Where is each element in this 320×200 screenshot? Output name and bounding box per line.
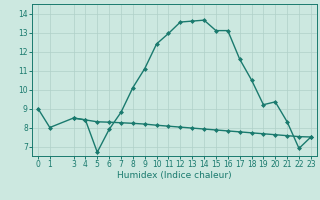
X-axis label: Humidex (Indice chaleur): Humidex (Indice chaleur) <box>117 171 232 180</box>
